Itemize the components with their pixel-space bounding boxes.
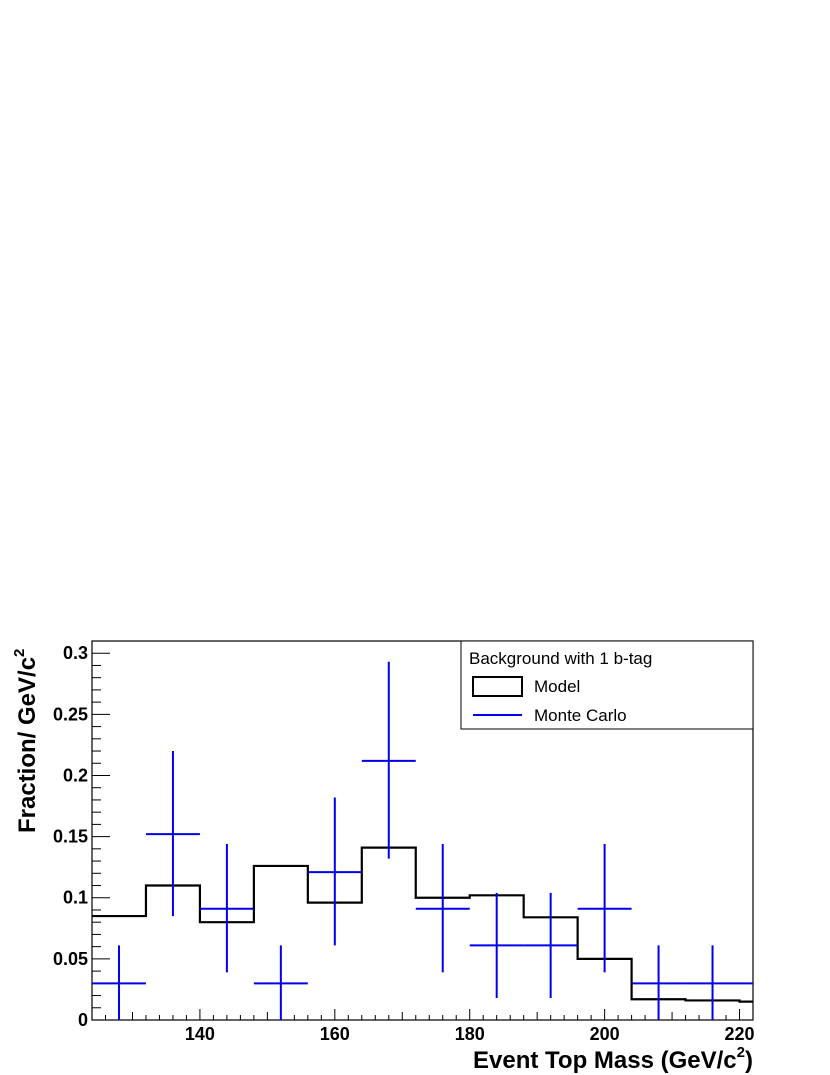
monte-carlo-point: [361, 661, 416, 859]
y-axis-title-main: Fraction/ GeV/c: [14, 657, 41, 833]
x-tick-label: 200: [590, 1024, 620, 1044]
monte-carlo-point: [631, 945, 686, 1020]
x-tick-label: 180: [455, 1024, 485, 1044]
y-tick-label: 0.3: [63, 643, 88, 663]
monte-carlo-point: [307, 797, 362, 946]
x-minor-ticks: [104, 1012, 754, 1020]
x-tick-label: 220: [724, 1024, 754, 1044]
x-axis-ticks: 140 160 180 200 220: [185, 1009, 755, 1044]
monte-carlo-point: [253, 945, 308, 1020]
model-series: [92, 846, 753, 1003]
y-minor-ticks: [92, 640, 101, 1009]
monte-carlo-point: [199, 843, 254, 973]
y-tick-label: 0.25: [53, 704, 88, 724]
model-step-line: [92, 846, 753, 1003]
y-tick-label: 0.15: [53, 827, 88, 847]
monte-carlo-point: [92, 945, 146, 1020]
monte-carlo-point: [577, 843, 632, 973]
x-tick-label: 160: [320, 1024, 350, 1044]
legend: Background with 1 b-tag Model Monte Carl…: [460, 640, 754, 730]
x-axis-title-close: ): [745, 1047, 753, 1074]
x-axis-title-main: Event Top Mass (GeV/c: [473, 1047, 737, 1074]
y-axis-ticks: 0 0.05 0.1 0.15 0.2 0.25 0.3: [53, 643, 110, 1030]
y-axis-title-sup: 2: [11, 649, 28, 657]
monte-carlo-point: [523, 892, 578, 998]
legend-header: Background with 1 b-tag: [469, 649, 652, 668]
y-axis-title: Fraction/ GeV/c2: [11, 649, 41, 833]
plot-frame: [91, 640, 754, 1021]
y-tick-label: 0: [78, 1010, 88, 1030]
legend-model-label: Model: [534, 677, 580, 696]
y-tick-label: 0.05: [53, 949, 88, 969]
legend-monte-carlo-label: Monte Carlo: [534, 706, 627, 725]
legend-model-swatch: [472, 676, 523, 697]
x-tick-label: 140: [185, 1024, 215, 1044]
monte-carlo-series: [92, 661, 753, 1020]
y-tick-label: 0.2: [63, 765, 88, 785]
monte-carlo-point: [145, 751, 200, 917]
x-axis-title: Event Top Mass (GeV/c2): [473, 1044, 753, 1074]
y-tick-label: 0.1: [63, 888, 88, 908]
monte-carlo-point: [469, 892, 524, 998]
monte-carlo-point: [415, 843, 470, 973]
x-axis-title-sup: 2: [737, 1044, 745, 1061]
monte-carlo-point: [685, 945, 753, 1020]
